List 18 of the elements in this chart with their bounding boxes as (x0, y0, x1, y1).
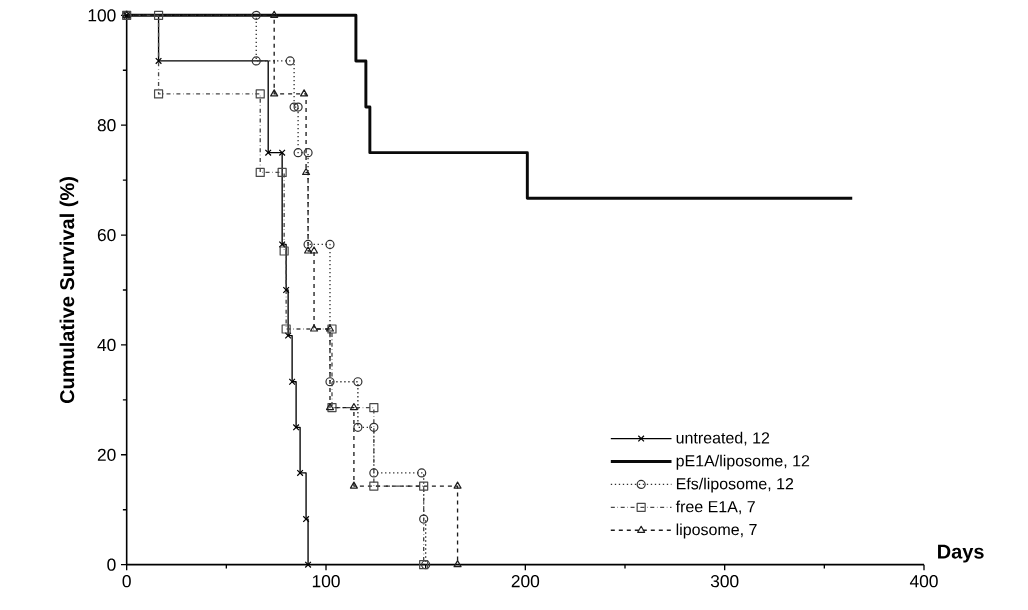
y-tick-label: 40 (97, 338, 116, 352)
x-tick-label: 300 (710, 575, 739, 588)
x-tick-label: 0 (122, 575, 131, 588)
legend-label: untreated, 12 (676, 431, 770, 446)
y-tick-label: 60 (97, 228, 116, 242)
legend-label: Efs/liposome, 12 (676, 477, 794, 493)
legend-label: free E1A, 7 (675, 500, 755, 515)
x-tick-label: 200 (511, 575, 540, 588)
legend-label: pE1A/liposome, 12 (676, 454, 810, 470)
legend-label: liposome, 7 (676, 523, 757, 539)
x-tick-label: 100 (312, 575, 340, 588)
y-axis-title: Cumulative Survival (%) (59, 177, 79, 404)
y-tick-label: 80 (97, 119, 116, 132)
y-tick-label: 20 (97, 448, 116, 461)
x-tick-label: 400 (909, 575, 938, 588)
x-axis-title: Days (938, 544, 984, 563)
y-tick-label: 0 (107, 558, 116, 571)
y-tick-label: 100 (88, 9, 116, 22)
